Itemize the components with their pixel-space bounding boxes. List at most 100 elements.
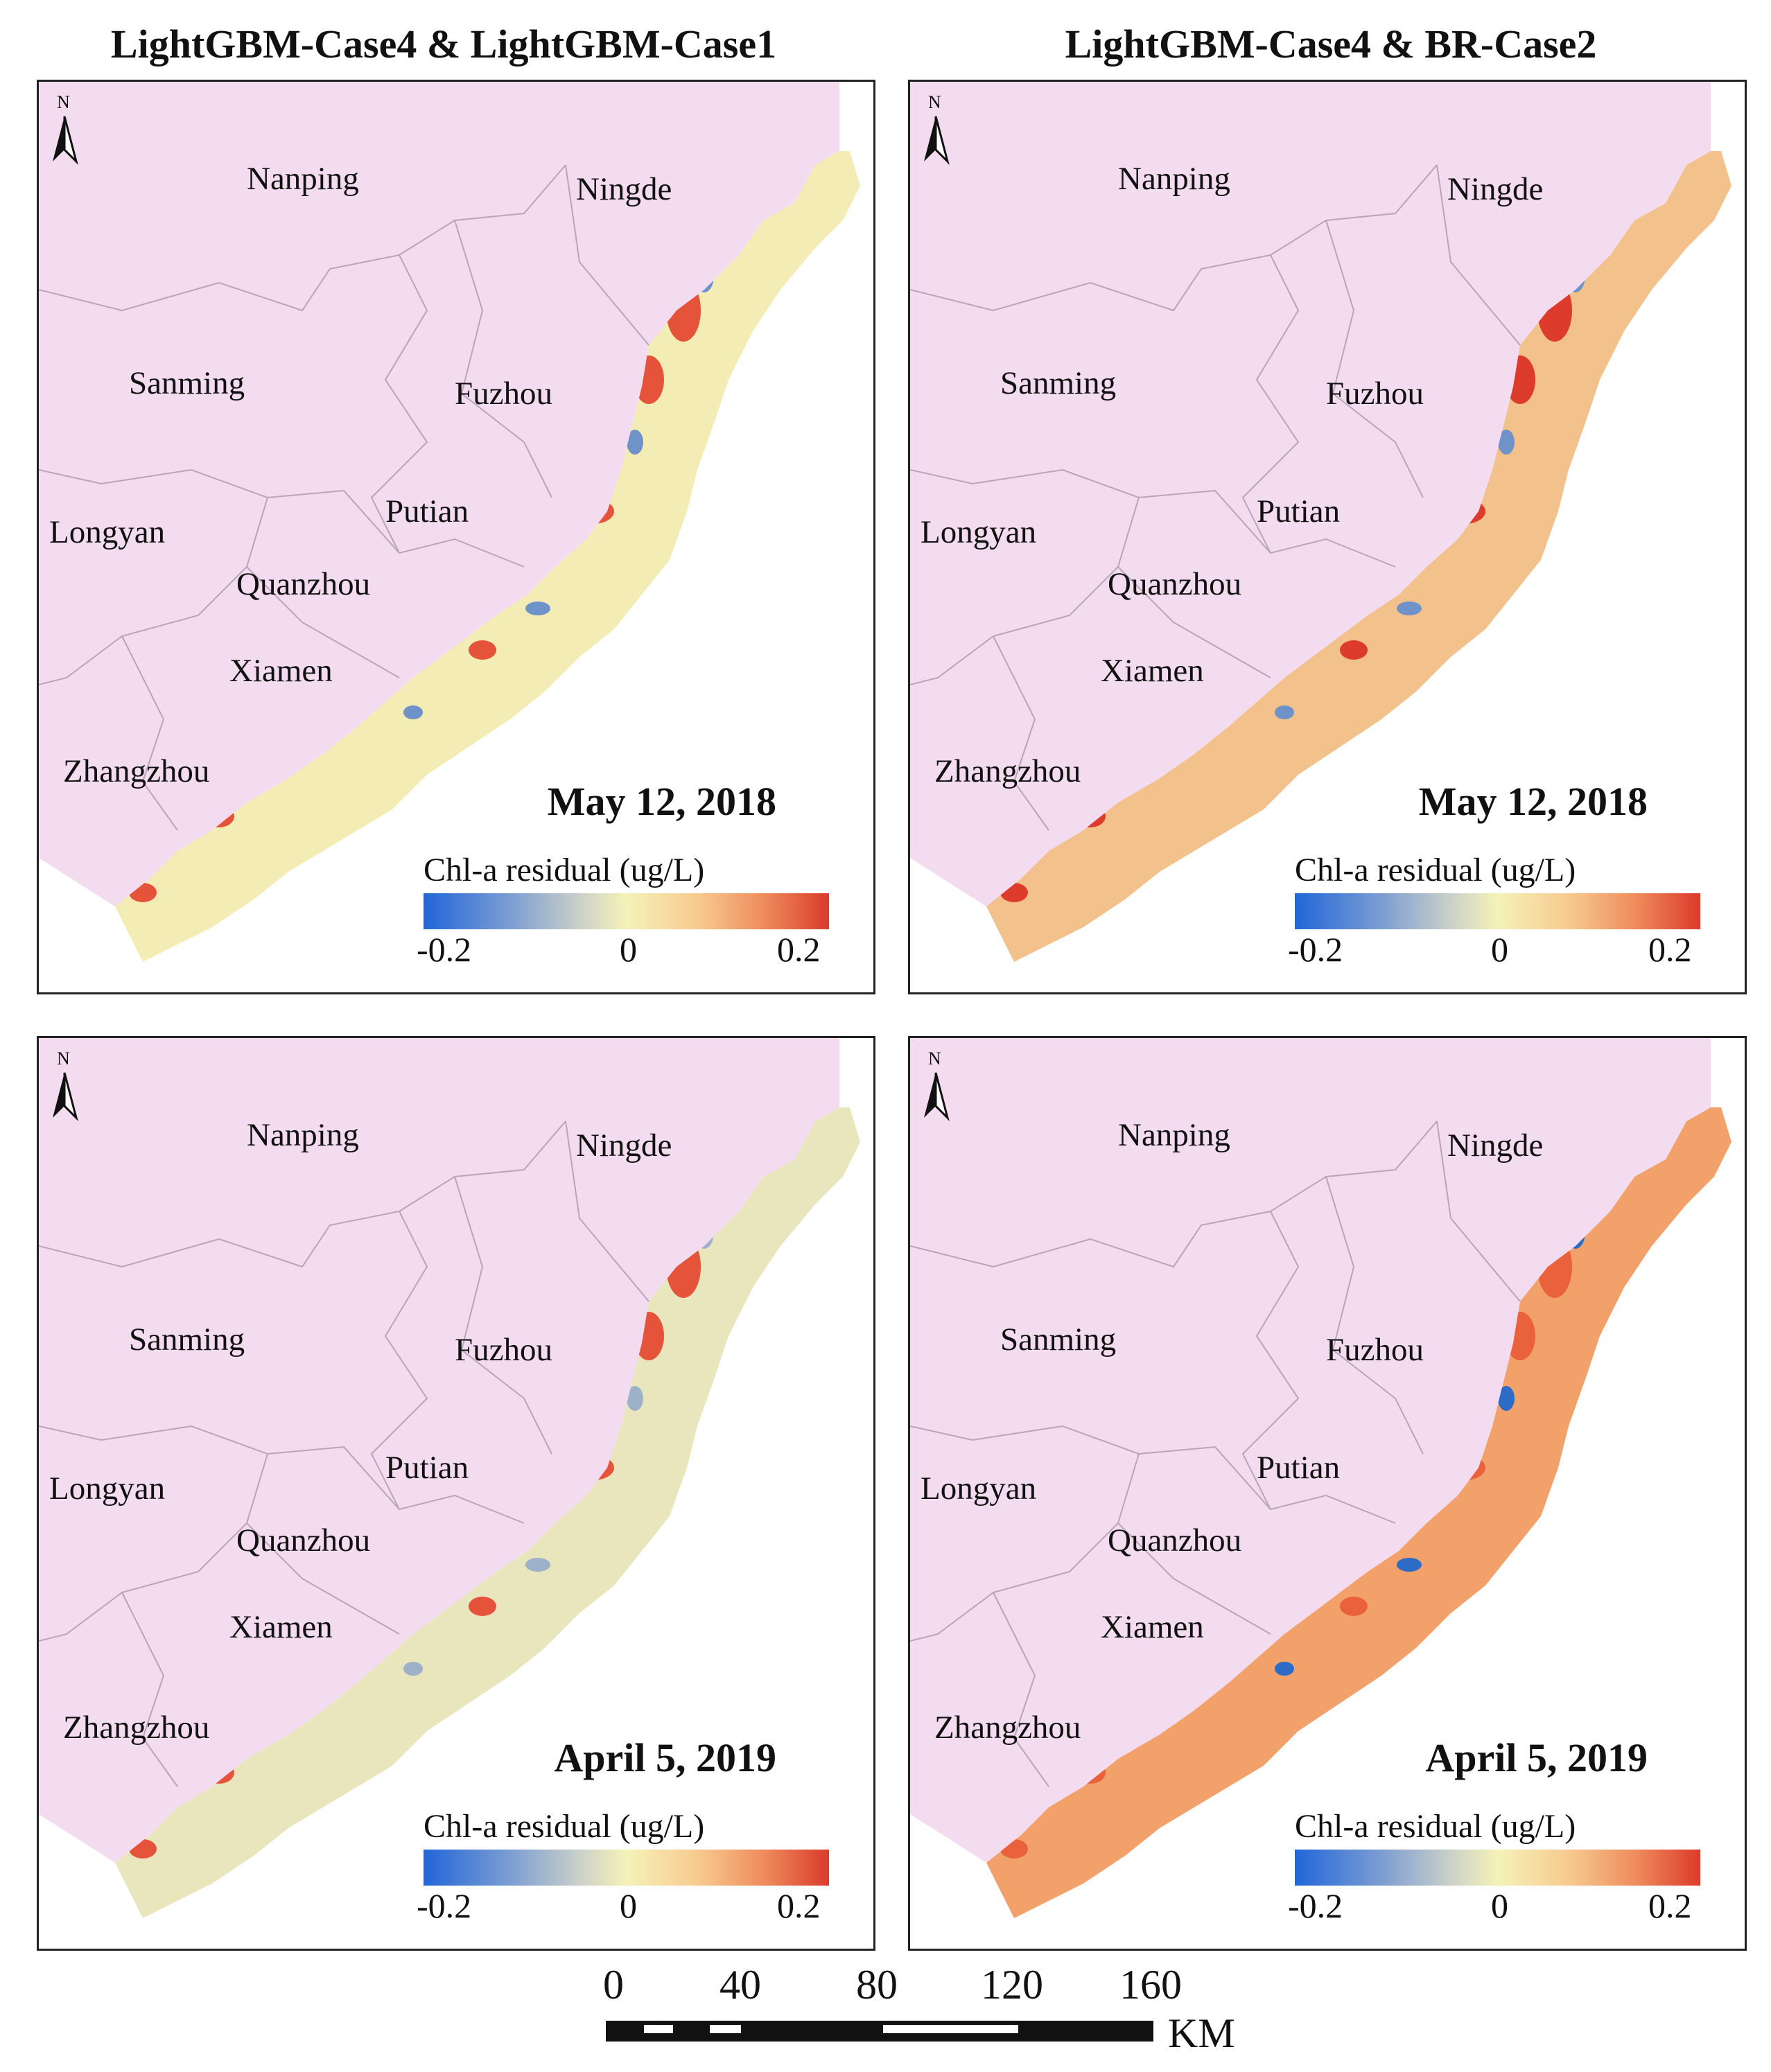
place-label-quanzhou: Quanzhou [236,566,370,602]
map-panel-bottom-right: Nanping Ningde Sanming Fuzhou Putian Longyan Q… [908,1036,1747,1951]
scale-label-120: 120 [981,1962,1043,2008]
residual-hotspot [1340,1597,1368,1616]
map-panel-bottom-left: Nanping Ningde Sanming Fuzhou Putian Longyan Q… [37,1036,875,1951]
legend-min: -0.2 [1288,1886,1343,1925]
scale-bar: 0 40 80 120 160 KM [603,1961,1262,2072]
admin-boundary [1117,1522,1271,1635]
panel-date: May 12, 2018 [547,779,776,824]
colorbar-legend: Chl-a residual (ug/L) -0.2 0 0.2 [417,1807,839,1927]
colorbar-legend: Chl-a residual (ug/L) -0.2 0 0.2 [1288,1807,1711,1927]
map-canvas: Nanping Ningde Sanming Fuzhou Putian Longyan Q… [39,1038,873,1949]
map-canvas: Nanping Ningde Sanming Fuzhou Putian Longyan Q… [910,82,1745,992]
residual-band [115,151,860,962]
place-label-quanzhou: Quanzhou [1108,566,1241,602]
residual-coldspot [627,1386,643,1411]
residual-hotspot [469,640,496,660]
colorbar [1295,893,1700,929]
residual-coldspot [1397,1558,1422,1572]
place-label-zhangzhou: Zhangzhou [934,753,1081,789]
residual-hotspot [469,1597,496,1616]
column-title-right: LightGBM-Case4 & BR-Case2 [1065,21,1597,67]
admin-boundary [1436,164,1521,346]
place-label-fuzhou: Fuzhou [455,376,552,412]
place-label-xiamen: Xiamen [1101,1609,1204,1645]
legend-title: Chl-a residual (ug/L) [424,1808,705,1845]
residual-band [986,151,1731,962]
admin-boundary [1241,254,1300,554]
residual-coldspot [1397,602,1422,615]
admin-boundary [565,1121,649,1302]
place-label-putian: Putian [385,493,469,529]
scale-label-80: 80 [856,1962,898,2008]
legend-max: 0.2 [777,930,821,969]
admin-boundary [39,164,566,312]
admin-boundary [1325,1176,1424,1455]
colorbar [424,893,829,929]
place-label-zhangzhou: Zhangzhou [63,753,209,789]
north-arrow-icon: N [918,89,953,168]
map-panel-top-left: Nanping Ningde Sanming Fuzhou Putian Longyan Q… [37,80,875,994]
north-arrow-icon: N [47,89,82,168]
place-label-zhangzhou: Zhangzhou [63,1710,209,1746]
map-panel-top-right: Nanping Ningde Sanming Fuzhou Putian Longyan Q… [908,80,1747,994]
svg-text:N: N [928,1048,941,1069]
residual-coldspot [1275,1662,1294,1676]
place-label-nanping: Nanping [247,1117,359,1153]
admin-boundary [1117,566,1271,678]
north-arrow-icon: N [47,1045,82,1125]
panel-date: April 5, 2019 [1425,1735,1648,1780]
admin-boundary [370,254,428,554]
admin-boundary [121,635,178,831]
place-label-xiamen: Xiamen [229,653,333,689]
admin-boundary [993,635,1049,831]
admin-boundary [1436,1121,1521,1302]
admin-boundary [993,1592,1049,1787]
legend-min: -0.2 [1288,930,1343,969]
place-label-fuzhou: Fuzhou [1326,376,1424,412]
legend-max: 0.2 [1648,1886,1692,1925]
map-canvas: Nanping Ningde Sanming Fuzhou Putian Longyan Q… [910,1038,1745,1949]
residual-hotspot [1340,640,1368,660]
legend-title: Chl-a residual (ug/L) [1295,1808,1576,1845]
admin-boundary [246,1522,400,1635]
admin-boundary [370,1211,428,1510]
legend-max: 0.2 [1648,930,1692,969]
admin-boundary [121,1592,178,1787]
land-area [910,1038,1711,1863]
panel-date: May 12, 2018 [1418,779,1648,824]
place-label-quanzhou: Quanzhou [236,1522,370,1559]
admin-boundary [910,1425,1396,1524]
residual-coldspot [1275,705,1294,719]
admin-boundary [39,468,525,568]
place-label-ningde: Ningde [576,1127,672,1164]
place-label-putian: Putian [1257,493,1340,529]
admin-boundary [454,1176,552,1455]
admin-boundary [246,566,400,678]
scale-label-40: 40 [719,1962,761,2008]
scale-label-160: 160 [1119,1962,1182,2008]
panel-date: April 5, 2019 [554,1735,776,1780]
legend-mid: 0 [620,1886,637,1925]
admin-boundary [910,497,1140,685]
place-label-xiamen: Xiamen [229,1609,333,1645]
place-label-longyan: Longyan [49,1470,165,1507]
legend-mid: 0 [1491,1886,1508,1925]
land-area [39,82,839,906]
residual-band [986,1107,1731,1918]
admin-boundary [910,1453,1140,1642]
place-label-nanping: Nanping [1118,161,1230,197]
legend-mid: 0 [1491,930,1508,969]
admin-boundary [910,1121,1438,1268]
place-label-putian: Putian [1257,1450,1340,1486]
legend-title: Chl-a residual (ug/L) [1295,852,1576,888]
residual-band [115,1107,860,1918]
place-label-nanping: Nanping [1118,1117,1230,1153]
admin-boundary [910,468,1396,568]
scale-unit: KM [1168,2010,1235,2056]
admin-boundary [39,497,268,685]
legend-mid: 0 [620,930,637,969]
residual-coldspot [1498,430,1515,455]
place-label-sanming: Sanming [129,1322,245,1358]
colorbar [1295,1850,1700,1886]
admin-boundary [910,164,1438,312]
